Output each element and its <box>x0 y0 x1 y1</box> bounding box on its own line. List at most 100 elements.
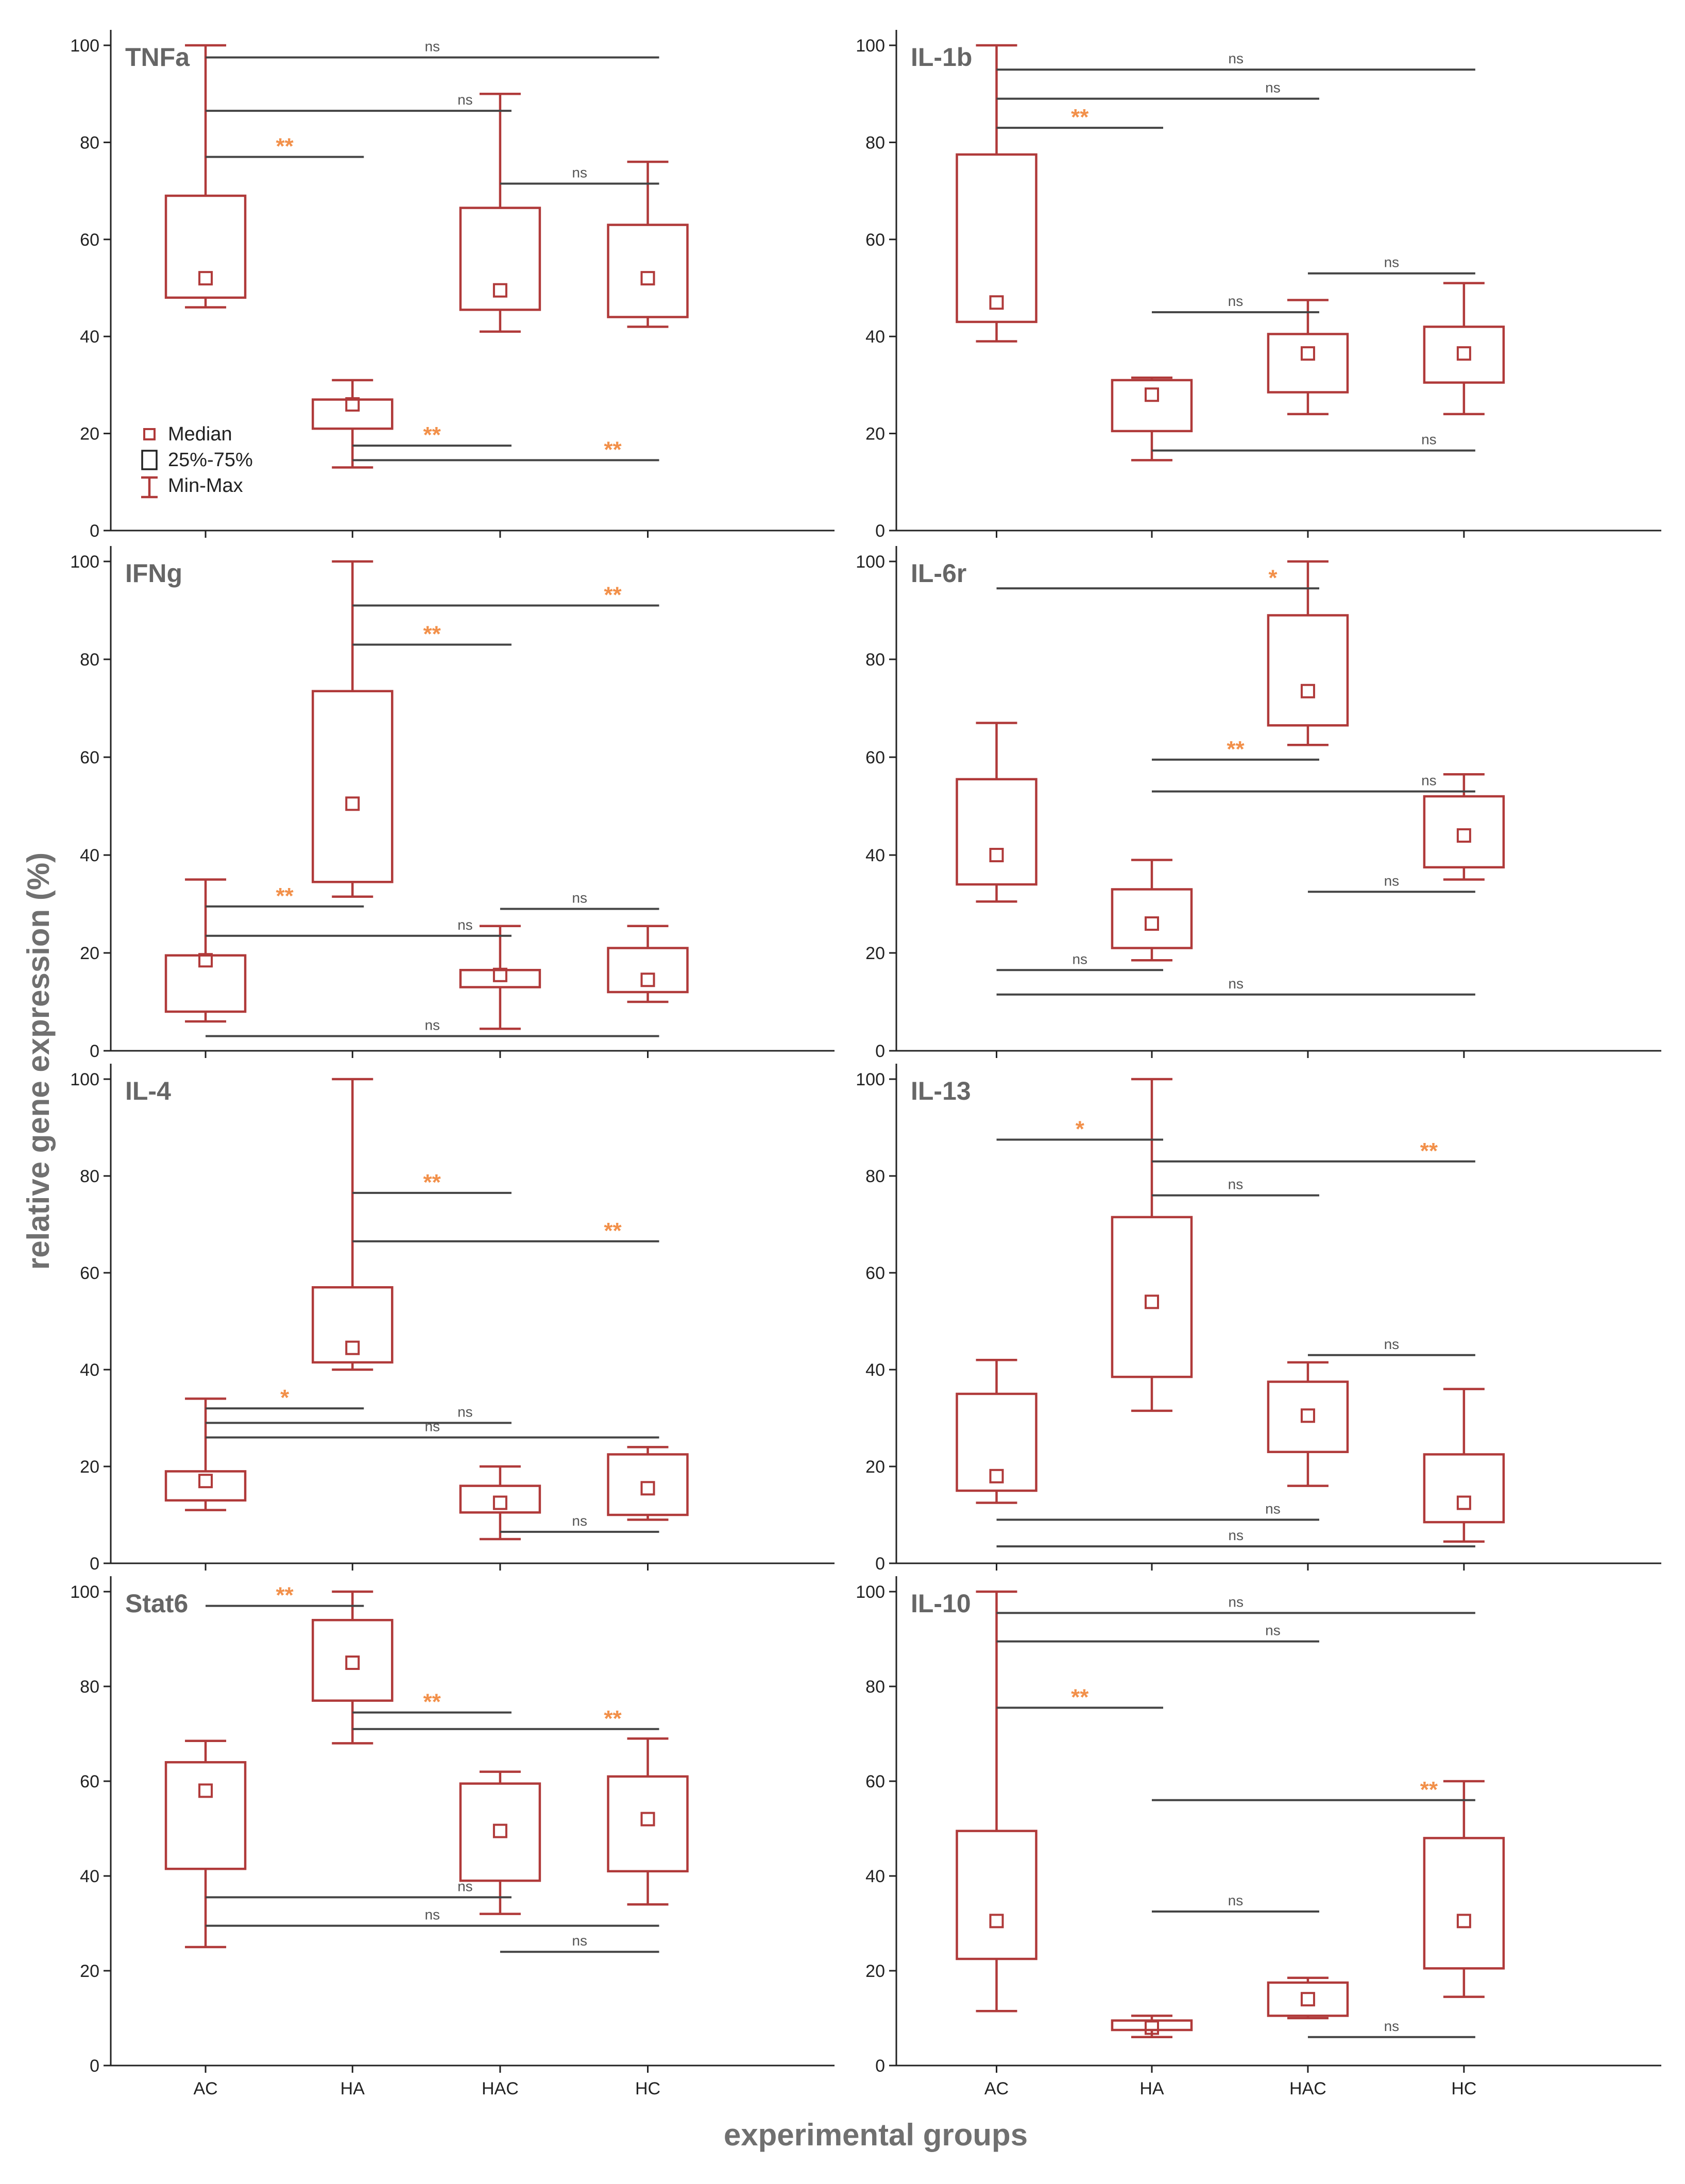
median-marker <box>198 1783 213 1798</box>
median-marker <box>345 1656 360 1670</box>
y-tick-label: 40 <box>80 1360 99 1380</box>
box-iqr <box>607 224 689 318</box>
median-marker <box>1144 387 1159 402</box>
median-marker <box>1300 1408 1315 1423</box>
panel-il-1b: 0 20 40 60 80 100 IL-1b ns ns ** ns ns ns <box>856 30 1661 541</box>
median-marker <box>198 1474 213 1489</box>
significance-label-ns: ns <box>424 1907 440 1923</box>
significance-label-ns: ns <box>1384 254 1400 270</box>
panel-title: IL-4 <box>125 1077 171 1105</box>
significance-label-ns: ns <box>1421 432 1437 448</box>
panel-title: IL-6r <box>911 559 966 588</box>
box-iqr <box>312 1286 394 1364</box>
significance-label-ns: ns <box>1228 976 1244 992</box>
median-marker <box>1456 1495 1471 1510</box>
significance-label-star: * <box>1076 1117 1085 1142</box>
significance-label-star: ** <box>1071 105 1089 130</box>
significance-label-ns: ns <box>424 1017 440 1033</box>
y-tick-label: 60 <box>80 748 99 767</box>
y-tick-label: 100 <box>856 552 885 572</box>
y-tick-label: 40 <box>865 1360 885 1380</box>
box-iqr <box>1267 614 1349 727</box>
box-iqr <box>312 690 394 883</box>
median-marker <box>492 967 507 982</box>
median-marker <box>1300 684 1315 698</box>
y-tick-label: 0 <box>875 521 885 541</box>
significance-label-ns: ns <box>457 92 473 108</box>
y-tick-label: 60 <box>865 748 885 767</box>
significance-label-ns: ns <box>1265 1623 1281 1639</box>
y-tick-label: 80 <box>865 1167 885 1186</box>
x-axis-title: experimental groups <box>724 2118 1028 2152</box>
median-marker <box>989 848 1004 862</box>
significance-label-ns: ns <box>572 1933 587 1949</box>
median-marker <box>1144 2020 1159 2035</box>
panel-stat6: 0 20 40 60 80 100 AC HA HAC HC Stat6 ** ** ** ns ns ns <box>70 1576 835 2098</box>
significance-label-ns: ns <box>1228 1527 1244 1543</box>
legend-box-label: 25%-75% <box>168 449 253 471</box>
significance-label-ns: ns <box>457 1878 473 1894</box>
x-tick-label: HAC <box>1289 2079 1326 2098</box>
box-iqr <box>1423 326 1505 384</box>
significance-label-ns: ns <box>1384 873 1400 889</box>
box-iqr <box>1111 1216 1193 1378</box>
significance-label-star: ** <box>423 1170 441 1195</box>
box-iqr <box>607 947 689 994</box>
median-marker <box>989 1914 1004 1929</box>
box-iqr <box>607 1775 689 1873</box>
significance-label-ns: ns <box>1228 1594 1244 1610</box>
y-tick-label: 60 <box>865 1772 885 1791</box>
significance-label-ns: ns <box>1265 80 1281 96</box>
box-iqr <box>459 1485 541 1514</box>
panel-title: IL-13 <box>911 1077 971 1105</box>
y-tick-label: 40 <box>865 846 885 865</box>
y-tick-label: 20 <box>80 424 99 444</box>
y-tick-label: 40 <box>865 1867 885 1886</box>
y-tick-label: 20 <box>865 1961 885 1981</box>
box-iqr <box>956 1392 1037 1492</box>
significance-label-ns: ns <box>1421 773 1437 789</box>
significance-label-star: ** <box>423 422 441 448</box>
significance-label-star: ** <box>276 134 294 159</box>
legend-box-marker <box>141 450 158 470</box>
y-tick-label: 20 <box>865 1457 885 1477</box>
y-axis-title: relative gene expression (%) <box>21 852 56 1270</box>
y-tick-label: 0 <box>90 1554 99 1574</box>
y-tick-label: 100 <box>856 1070 885 1089</box>
y-tick-label: 80 <box>865 133 885 152</box>
box-iqr <box>956 1830 1037 1960</box>
significance-label-star: ** <box>604 437 622 462</box>
legend-median-marker <box>143 428 156 440</box>
panel-title: IL-1b <box>911 43 972 72</box>
y-tick-label: 100 <box>856 36 885 56</box>
y-tick-label: 60 <box>80 1264 99 1283</box>
box-iqr <box>164 194 247 299</box>
legend-median-label: Median <box>168 423 232 445</box>
panel-ifng: 0 20 40 60 80 100 IFNg ** ** ** ns ns ns <box>70 546 835 1061</box>
y-tick-label: 80 <box>80 133 99 152</box>
y-tick-label: 100 <box>70 1582 99 1602</box>
y-tick-label: 0 <box>875 2056 885 2076</box>
significance-label-ns: ns <box>1228 1892 1244 1908</box>
box-iqr <box>459 207 541 311</box>
box-iqr <box>459 1782 541 1882</box>
box-iqr <box>607 1453 689 1516</box>
significance-label-star: ** <box>1420 1138 1438 1164</box>
y-tick-label: 80 <box>80 1167 99 1186</box>
median-marker <box>345 397 360 412</box>
significance-label-star: * <box>1268 565 1278 590</box>
significance-label-ns: ns <box>424 1419 440 1435</box>
box-iqr <box>1111 888 1193 949</box>
significance-label-ns: ns <box>572 890 587 906</box>
y-tick-label: 60 <box>80 1772 99 1791</box>
median-marker <box>1300 1992 1315 2007</box>
significance-label-star: ** <box>1071 1684 1089 1710</box>
median-marker <box>640 271 655 286</box>
x-tick-label: AC <box>984 2079 1009 2098</box>
significance-label-star: ** <box>604 1706 622 1731</box>
y-tick-label: 60 <box>865 1264 885 1283</box>
significance-label-ns: ns <box>457 1404 473 1420</box>
